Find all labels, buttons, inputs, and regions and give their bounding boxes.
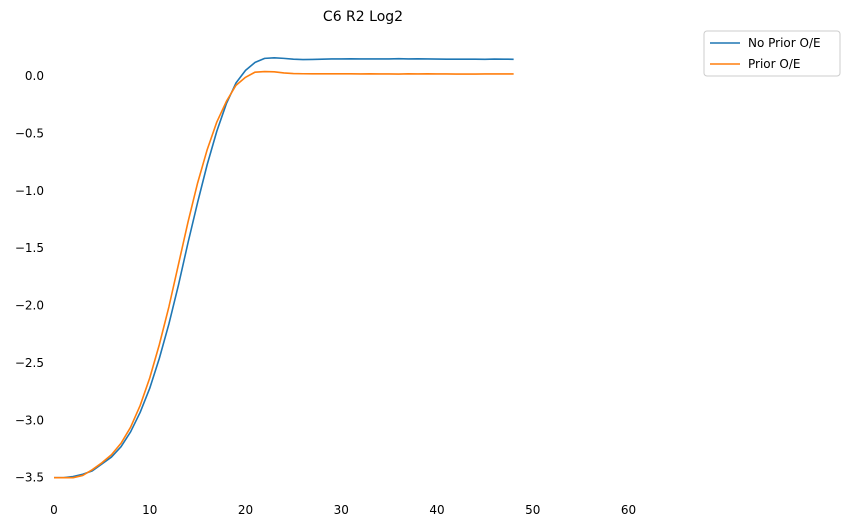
y-tick-label: −0.5 [15, 127, 44, 141]
plot-area [54, 56, 514, 479]
y-tick-label: −2.0 [15, 299, 44, 313]
y-tick-label: −3.5 [15, 471, 44, 485]
x-tick-label: 20 [238, 503, 253, 517]
legend-label-no-prior: No Prior O/E [748, 36, 821, 50]
series-line-no-prior [54, 56, 514, 479]
y-tick-label: 0.0 [25, 69, 44, 83]
y-tick-label: −1.0 [15, 184, 44, 198]
x-axis: 0 10 20 30 40 50 60 [50, 503, 636, 517]
y-tick-label: −1.5 [15, 241, 44, 255]
x-tick-label: 50 [525, 503, 540, 517]
y-axis: 0.0 −0.5 −1.0 −1.5 −2.0 −2.5 −3.0 −3.5 [15, 69, 44, 485]
x-tick-label: 60 [621, 503, 636, 517]
chart-title: C6 R2 Log2 [323, 9, 403, 25]
legend: No Prior O/E Prior O/E [703, 30, 841, 77]
y-tick-label: −2.5 [15, 356, 44, 370]
x-tick-label: 0 [50, 503, 58, 517]
legend-label-prior: Prior O/E [748, 57, 800, 71]
y-tick-label: −3.0 [15, 413, 44, 427]
series-line-prior [54, 70, 514, 479]
x-tick-label: 10 [142, 503, 157, 517]
x-tick-label: 30 [334, 503, 349, 517]
x-tick-label: 40 [429, 503, 444, 517]
